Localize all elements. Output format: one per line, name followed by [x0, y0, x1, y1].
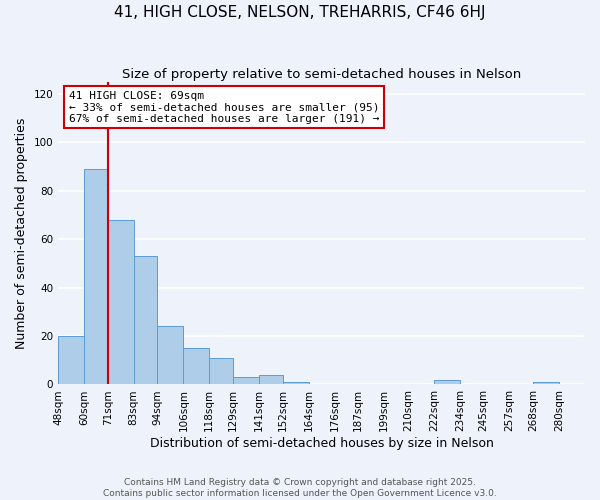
- Bar: [134, 256, 157, 384]
- Text: 41, HIGH CLOSE, NELSON, TREHARRIS, CF46 6HJ: 41, HIGH CLOSE, NELSON, TREHARRIS, CF46 …: [114, 5, 486, 20]
- Bar: [84, 169, 108, 384]
- Bar: [283, 382, 308, 384]
- Title: Size of property relative to semi-detached houses in Nelson: Size of property relative to semi-detach…: [122, 68, 521, 80]
- Bar: [533, 382, 559, 384]
- Bar: [58, 336, 84, 384]
- Y-axis label: Number of semi-detached properties: Number of semi-detached properties: [15, 118, 28, 349]
- Text: Contains HM Land Registry data © Crown copyright and database right 2025.
Contai: Contains HM Land Registry data © Crown c…: [103, 478, 497, 498]
- Bar: [233, 377, 259, 384]
- Bar: [259, 375, 283, 384]
- Text: 41 HIGH CLOSE: 69sqm
← 33% of semi-detached houses are smaller (95)
67% of semi-: 41 HIGH CLOSE: 69sqm ← 33% of semi-detac…: [69, 91, 379, 124]
- Bar: [157, 326, 184, 384]
- Bar: [108, 220, 134, 384]
- X-axis label: Distribution of semi-detached houses by size in Nelson: Distribution of semi-detached houses by …: [149, 437, 494, 450]
- Bar: [434, 380, 460, 384]
- Bar: [209, 358, 233, 384]
- Bar: [184, 348, 209, 385]
